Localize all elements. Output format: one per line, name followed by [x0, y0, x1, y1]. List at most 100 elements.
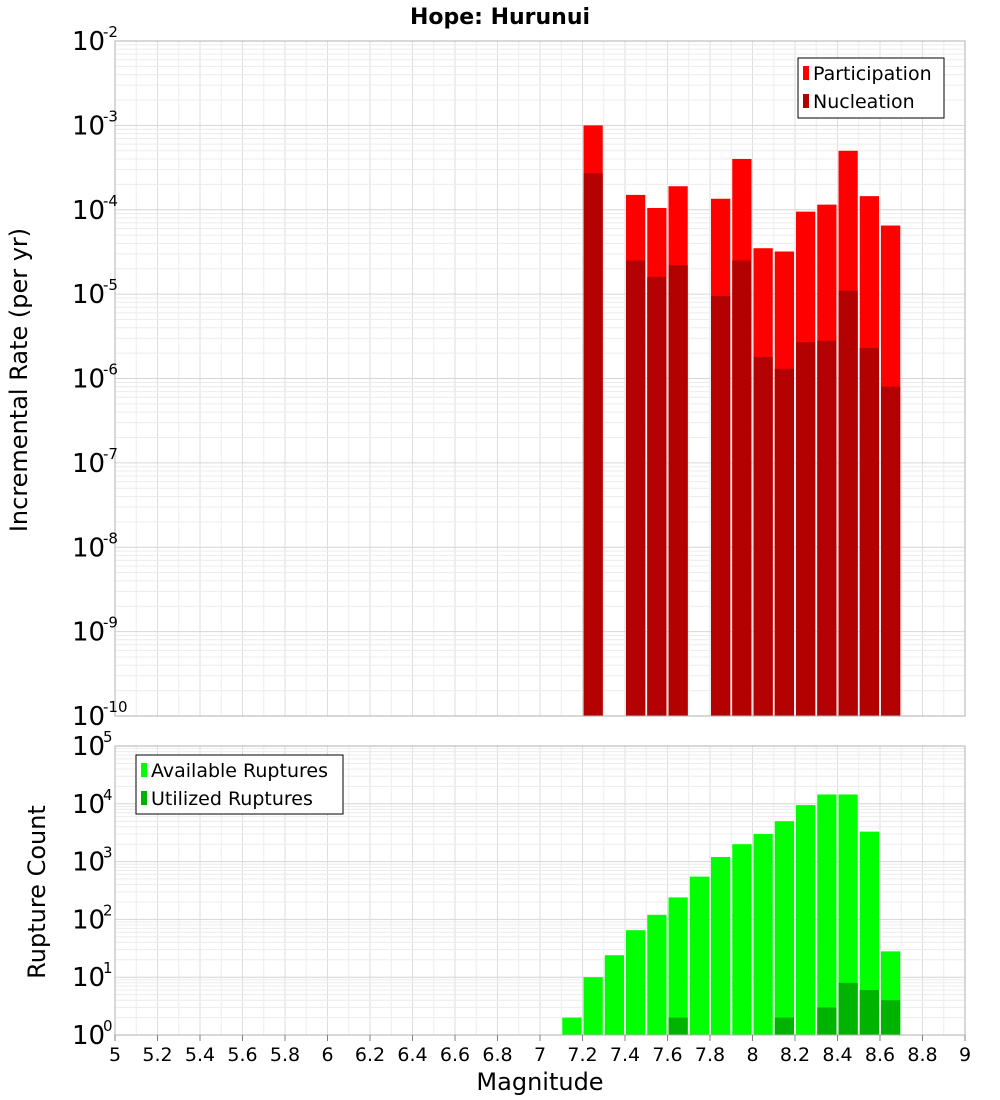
rate-y-tick-exponent: -9 [103, 614, 118, 632]
rupture-bar-utilized-ruptures [881, 1000, 901, 1035]
x-axis-ticks: 5 5.2 5.4 5.6 5.8 6 6.2 6.4 6.6 6.8 7 7.2 7.4 7.6 7.8 8… [109, 1035, 971, 1066]
x-tick-label: 6.2 [355, 1044, 385, 1066]
rupture-bar-available-ruptures [796, 805, 816, 1035]
rate-y-tick-exponent: -6 [103, 361, 118, 379]
legend-label-participation: Participation [813, 63, 932, 85]
rate-y-tick-label: 10 [72, 618, 105, 648]
rupture-bar-utilized-ruptures [774, 1017, 794, 1035]
rupture-y-tick-label: 10 [72, 848, 105, 878]
x-axis-label: Magnitude [476, 1068, 603, 1096]
rate-y-tick-label: 10 [72, 365, 105, 395]
rupture-y-axis-label: Rupture Count [23, 805, 51, 979]
x-tick-label: 9 [959, 1044, 971, 1066]
rate-y-tick-label: 10 [72, 27, 105, 57]
rate-y-tick-label: 10 [72, 533, 105, 563]
rate-y-tick-exponent: -2 [103, 23, 118, 41]
x-tick-label: 5.6 [227, 1044, 257, 1066]
rupture-bar-utilized-ruptures [859, 990, 879, 1035]
x-tick-label: 8.4 [822, 1044, 852, 1066]
rate-y-tick-label: 10 [72, 702, 105, 732]
rate-bar-nucleation [774, 368, 794, 716]
x-tick-label: 5.4 [185, 1044, 215, 1066]
rupture-bar-available-ruptures [774, 821, 794, 1035]
x-tick-label: 5.8 [270, 1044, 300, 1066]
x-tick-label: 7.6 [652, 1044, 682, 1066]
rupture-bar-available-ruptures [838, 794, 858, 1035]
rupture-y-tick-exponent: 1 [103, 959, 113, 977]
x-tick-label: 8.2 [780, 1044, 810, 1066]
x-tick-label: 7.8 [695, 1044, 725, 1066]
legend-swatch-utilized-ruptures [141, 791, 147, 805]
x-tick-label: 8.6 [865, 1044, 895, 1066]
rupture-y-tick-exponent: 0 [103, 1017, 113, 1035]
x-tick-label: 6.6 [440, 1044, 470, 1066]
legend-label-utilized-ruptures: Utilized Ruptures [151, 788, 313, 810]
rupture-bar-available-ruptures [668, 897, 688, 1035]
legend-swatch-participation [803, 66, 809, 80]
rate-bar-nucleation [711, 296, 731, 716]
legend-label-available-ruptures: Available Ruptures [151, 760, 328, 782]
rupture-y-tick-label: 10 [72, 963, 105, 993]
rate-y-tick-label: 10 [72, 111, 105, 141]
rupture-bar-available-ruptures [732, 844, 752, 1035]
x-tick-label: 8 [746, 1044, 758, 1066]
rupture-bar-available-ruptures [711, 857, 731, 1035]
rupture-bar-utilized-ruptures [838, 982, 858, 1035]
x-tick-label: 7 [534, 1044, 546, 1066]
x-tick-label: 8.8 [907, 1044, 937, 1066]
rupture-bar-available-ruptures [583, 977, 603, 1035]
rupture-y-tick-exponent: 3 [103, 844, 113, 862]
rupture-legend: Available Ruptures Utilized Ruptures [135, 754, 344, 815]
rupture-bar-available-ruptures [753, 834, 773, 1035]
x-tick-label: 6.8 [482, 1044, 512, 1066]
rate-y-tick-exponent: -4 [103, 192, 118, 210]
legend-label-nucleation: Nucleation [813, 91, 915, 113]
rate-y-tick-exponent: -8 [103, 529, 118, 547]
rupture-y-tick-label: 10 [72, 790, 105, 820]
x-tick-label: 5 [109, 1044, 121, 1066]
rate-bar-nucleation [753, 356, 773, 716]
rupture-y-tick-exponent: 5 [103, 728, 113, 746]
x-tick-label: 7.4 [610, 1044, 640, 1066]
rate-y-tick-exponent: -7 [103, 445, 118, 463]
rate-bar-nucleation [817, 340, 837, 716]
rupture-y-tick-label: 10 [72, 732, 105, 762]
rupture-bar-utilized-ruptures [668, 1017, 688, 1035]
rate-bar-nucleation [859, 347, 879, 716]
x-tick-label: 6 [321, 1044, 333, 1066]
rupture-bar-available-ruptures [689, 876, 709, 1035]
rate-y-tick-exponent: -3 [103, 107, 118, 125]
rupture-bar-available-ruptures [562, 1017, 582, 1035]
rate-y-axis-label: Incremental Rate (per yr) [5, 228, 33, 532]
rate-bar-nucleation [838, 290, 858, 716]
rate-bar-nucleation [668, 265, 688, 716]
rate-y-tick-label: 10 [72, 196, 105, 226]
rate-y-tick-label: 10 [72, 449, 105, 479]
rate-bar-nucleation [626, 260, 646, 716]
legend-swatch-available-ruptures [141, 763, 147, 777]
x-tick-label: 6.4 [397, 1044, 427, 1066]
rupture-bar-available-ruptures [859, 831, 879, 1035]
rate-y-tick-exponent: -10 [103, 698, 128, 716]
rate-bar-nucleation [732, 260, 752, 716]
rate-y-tick-label: 10 [72, 280, 105, 310]
chart-title: Hope: Hurunui [410, 5, 590, 30]
rate-legend: Participation Nucleation [797, 57, 945, 119]
rupture-bar-available-ruptures [647, 914, 667, 1035]
rate-y-tick-exponent: -5 [103, 276, 118, 294]
rupture-y-tick-label: 10 [72, 905, 105, 935]
x-tick-label: 7.2 [567, 1044, 597, 1066]
rupture-y-tick-label: 10 [72, 1021, 105, 1051]
rate-bar-nucleation [647, 276, 667, 716]
x-tick-label: 5.2 [142, 1044, 172, 1066]
rupture-y-tick-exponent: 2 [103, 901, 113, 919]
rate-bar-nucleation [881, 386, 901, 716]
rupture-y-tick-exponent: 4 [103, 786, 113, 804]
rate-bar-nucleation [583, 173, 603, 716]
rate-bar-nucleation [796, 342, 816, 716]
legend-swatch-nucleation [803, 94, 809, 108]
rupture-bar-available-ruptures [604, 955, 624, 1035]
